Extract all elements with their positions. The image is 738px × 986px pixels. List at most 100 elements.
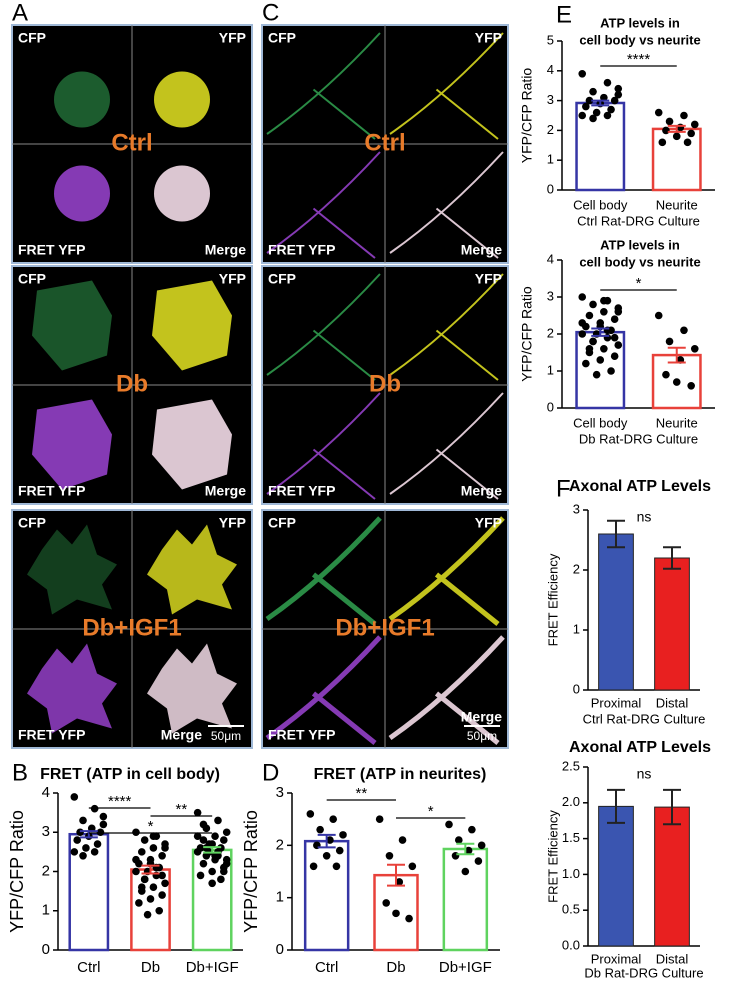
channel-label: CFP — [18, 515, 46, 531]
data-point — [589, 300, 597, 309]
data-point — [158, 871, 166, 880]
y-tick-label: 0.0 — [562, 937, 580, 952]
y-tick-label: 1.5 — [562, 830, 580, 845]
bar — [654, 557, 690, 691]
data-point — [199, 859, 208, 868]
y-axis-label: YFP/CFP Ratio — [519, 68, 535, 164]
data-point — [137, 883, 146, 891]
chart-title: FRET (ATP in neurites) — [314, 766, 487, 783]
y-tick-label: 1.0 — [562, 866, 580, 881]
data-point — [610, 96, 619, 105]
data-point — [199, 820, 208, 829]
x-tick-label: Proximal — [591, 951, 642, 966]
data-point — [322, 852, 331, 860]
data-point — [392, 909, 400, 918]
data-point — [375, 815, 384, 823]
y-tick-label: 0 — [276, 941, 284, 958]
data-point — [600, 296, 608, 305]
data-point — [222, 859, 231, 868]
y-axis-label: YFP/CFP Ratio — [241, 810, 261, 933]
data-point — [149, 883, 158, 891]
data-point — [672, 132, 681, 141]
channel-label: FRET YFP — [268, 483, 335, 499]
y-tick-label: 2.0 — [562, 794, 580, 809]
condition-label: Db — [116, 370, 148, 397]
data-point — [339, 831, 347, 839]
data-point — [654, 311, 663, 320]
x-tick-label: Cell body — [573, 197, 628, 212]
data-point — [79, 816, 87, 825]
y-tick-label: 0 — [42, 941, 50, 958]
panel-label: B — [12, 759, 28, 786]
data-point — [654, 108, 663, 117]
data-point — [382, 899, 390, 907]
data-point — [680, 326, 688, 335]
data-point — [208, 879, 216, 888]
y-tick-label: 1 — [547, 362, 554, 377]
chart-title: FRET (ATP in cell body) — [40, 766, 220, 783]
data-point — [690, 345, 699, 353]
data-point — [211, 832, 219, 840]
channel-label: CFP — [18, 30, 46, 46]
data-point — [306, 810, 315, 818]
y-tick-label: 0 — [573, 681, 580, 696]
micrograph: CFP YFP FRET YFP Merge Db+IGF1 50μm — [11, 509, 253, 749]
neurite — [266, 392, 381, 500]
error-bar — [663, 788, 681, 826]
condition-label: Ctrl — [364, 129, 405, 156]
chart-title: Axonal ATP Levels — [569, 478, 711, 495]
error-bar — [607, 788, 625, 824]
data-point — [219, 836, 228, 844]
y-axis-label: FRET Efficiency — [545, 553, 560, 646]
error-bar — [607, 519, 625, 549]
data-point — [158, 891, 166, 899]
x-axis-label: Db Rat-DRG Culture — [579, 431, 698, 446]
error-bar — [203, 846, 222, 854]
y-tick-label: 2 — [573, 561, 580, 576]
condition-label: Db — [369, 370, 401, 397]
data-point — [137, 848, 146, 856]
bar — [575, 330, 626, 410]
neurite — [266, 151, 381, 259]
data-point — [614, 341, 623, 349]
neurite — [389, 32, 504, 140]
data-point — [589, 87, 597, 96]
panel-label: E — [556, 1, 572, 28]
error-bar — [79, 830, 98, 839]
channel-label: YFP — [475, 271, 502, 287]
data-point — [219, 867, 228, 876]
data-point — [585, 311, 594, 320]
x-axis-label: Ctrl Rat-DRG Culture — [583, 711, 706, 726]
data-point — [600, 93, 608, 102]
channel-label: FRET YFP — [268, 727, 335, 743]
neurite — [266, 273, 381, 381]
data-point — [582, 359, 590, 368]
data-point — [578, 319, 587, 327]
channel-label: CFP — [268, 515, 296, 531]
significance-label: * — [636, 275, 642, 292]
y-tick-label: 0 — [547, 181, 554, 196]
data-point — [662, 370, 670, 379]
channel-label: Merge — [461, 483, 502, 499]
data-point — [589, 114, 597, 123]
cell — [152, 280, 232, 371]
data-point — [596, 356, 605, 364]
chart: FRET (ATP in cell body) 0 1 2 3 4 YFP/CFP Rati… — [7, 766, 243, 976]
significance-label: ns — [637, 766, 652, 782]
significance-label: * — [148, 818, 154, 835]
y-tick-label: 2 — [42, 862, 50, 879]
data-point — [73, 836, 82, 844]
x-tick-label: Db — [386, 959, 405, 976]
data-point — [70, 793, 79, 801]
data-point — [582, 102, 590, 111]
bar — [598, 805, 634, 947]
neurite — [265, 635, 382, 745]
data-point — [316, 825, 324, 834]
channel-label: Merge — [461, 709, 502, 725]
data-point — [665, 337, 674, 346]
error-bar — [456, 842, 475, 856]
data-point — [222, 828, 231, 837]
channel-label: CFP — [268, 30, 296, 46]
data-point — [208, 867, 216, 876]
